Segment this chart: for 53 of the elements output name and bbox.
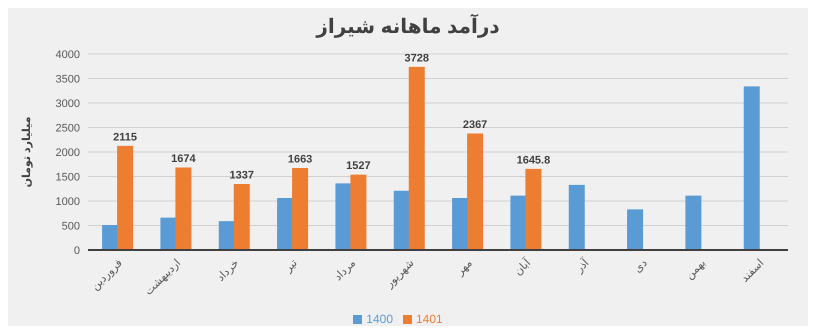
legend-label: 1401 [416,312,443,326]
x-tick-label: آذر [571,255,592,276]
y-tick-label: 0 [74,244,80,257]
bar [292,168,308,250]
y-tick-label: 500 [62,220,80,232]
y-tick-label: 1000 [56,196,80,208]
data-label: 1674 [171,152,197,165]
bar [234,184,250,250]
bar [117,146,134,250]
bar [510,196,526,250]
bar [394,190,410,250]
x-tick-label: دی [632,257,650,276]
y-tick-label: 4000 [56,48,80,61]
data-label: 2367 [462,119,488,132]
y-tick-label: 2500 [56,122,80,134]
x-tick-label: اسفند [738,257,766,285]
y-tick-label: 2000 [56,146,80,159]
bar [525,168,542,250]
y-tick-label: 3000 [56,98,80,110]
bar [467,134,484,250]
bar [685,196,702,250]
bar [744,86,760,250]
bar [335,183,352,250]
x-tick-label: آبان [510,255,534,278]
bar [452,198,468,250]
data-label: 1645.8 [516,154,550,166]
bar [408,66,425,250]
data-label: 1527 [346,160,371,172]
x-tick-label: بهمن [683,257,708,282]
x-tick-label: مرداد [332,257,358,284]
data-label: 1337 [230,169,254,182]
bar [218,221,235,250]
bar [568,184,585,250]
y-tick-label: 1500 [56,171,80,184]
legend-label: 1400 [366,312,393,326]
bar [627,209,644,250]
bar [175,167,192,250]
x-tick-label: فروردین [89,257,125,293]
bar [102,225,118,250]
bar [160,218,176,250]
x-tick-label: خرداد [214,257,242,284]
x-tick-label: تیر [282,257,300,276]
y-tick-label: 3500 [56,73,80,86]
y-axis-title: میلیارد تومان [20,116,33,188]
x-tick-label: مهر [454,257,475,278]
data-label: 1663 [288,154,312,166]
bar [350,174,366,250]
chart-title: درآمد ماهانه شیراز [314,13,501,40]
x-tick-label: شهریور [382,257,416,291]
x-tick-label: اردیبهشت [142,257,184,298]
data-label: 3728 [404,52,429,64]
data-label: 2115 [113,131,138,144]
bar [277,198,294,250]
